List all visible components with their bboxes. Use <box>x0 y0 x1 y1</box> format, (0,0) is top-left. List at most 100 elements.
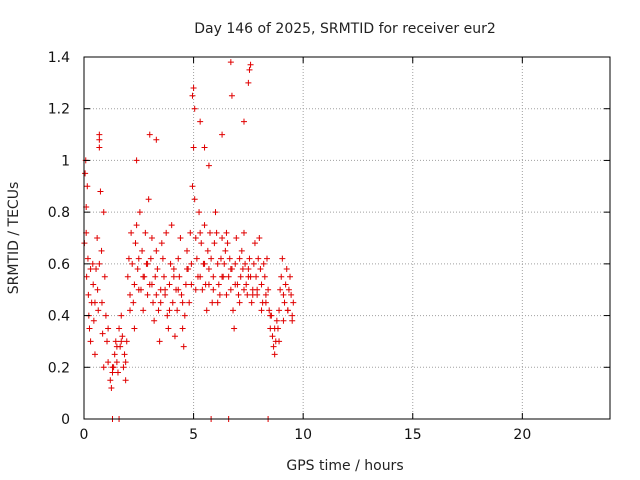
data-point <box>277 286 284 293</box>
data-point <box>254 286 261 293</box>
data-point <box>257 266 264 273</box>
data-point <box>178 291 185 298</box>
data-point <box>164 312 171 319</box>
data-point <box>248 299 255 306</box>
data-point <box>245 79 252 86</box>
data-point <box>108 384 115 391</box>
x-axis-label: GPS time / hours <box>286 458 403 474</box>
data-point <box>280 291 287 298</box>
data-point <box>98 247 105 254</box>
data-point <box>131 281 138 288</box>
data-point <box>136 209 143 216</box>
data-point <box>189 92 196 99</box>
data-point <box>151 317 158 324</box>
data-point <box>155 307 162 314</box>
data-point <box>184 247 191 254</box>
data-point <box>207 229 214 236</box>
data-point <box>223 291 230 298</box>
data-point <box>140 273 147 280</box>
data-point <box>123 338 130 345</box>
data-point <box>135 255 142 262</box>
data-point <box>91 351 98 358</box>
data-point <box>278 273 285 280</box>
data-point <box>214 299 221 306</box>
data-point <box>85 291 92 298</box>
data-point <box>251 240 258 247</box>
data-point <box>287 273 294 280</box>
data-point <box>113 343 120 350</box>
data-point <box>201 260 208 267</box>
data-point <box>262 291 269 298</box>
data-point <box>208 255 215 262</box>
data-point <box>171 333 178 340</box>
data-point <box>282 281 289 288</box>
data-point <box>290 299 297 306</box>
data-point <box>193 255 200 262</box>
data-point <box>210 286 217 293</box>
data-point <box>212 209 219 216</box>
data-point <box>250 260 257 267</box>
data-point <box>221 260 228 267</box>
data-point <box>179 299 186 306</box>
data-point <box>230 307 237 314</box>
data-point <box>197 229 204 236</box>
data-point <box>201 222 208 229</box>
y-tick-label: 0 <box>61 412 70 428</box>
data-point <box>129 260 136 267</box>
data-point <box>112 338 119 345</box>
data-point <box>82 170 89 177</box>
data-point <box>189 183 196 190</box>
data-point <box>205 162 212 169</box>
data-point <box>100 364 107 371</box>
data-point <box>187 229 194 236</box>
x-tick-label: 15 <box>404 427 422 443</box>
data-point <box>144 291 151 298</box>
data-point <box>131 325 138 332</box>
data-point <box>116 325 123 332</box>
data-point <box>100 209 107 216</box>
data-point <box>139 247 146 254</box>
data-point <box>120 364 127 371</box>
data-point <box>147 255 154 262</box>
data-point <box>167 260 174 267</box>
data-point <box>273 317 280 324</box>
y-tick-label: 1.4 <box>48 50 70 66</box>
data-point <box>235 291 242 298</box>
data-point <box>280 317 287 324</box>
data-point <box>174 307 181 314</box>
data-point <box>264 255 271 262</box>
data-point <box>188 281 195 288</box>
data-point <box>109 364 116 371</box>
data-point <box>210 273 217 280</box>
data-point <box>127 291 134 298</box>
data-point <box>190 85 197 92</box>
data-point <box>276 338 283 345</box>
data-point <box>130 299 137 306</box>
data-point <box>145 196 152 203</box>
data-point <box>253 273 260 280</box>
data-point <box>166 281 173 288</box>
data-point <box>242 260 249 267</box>
data-point <box>197 118 204 125</box>
data-point <box>192 286 199 293</box>
data-point <box>284 307 291 314</box>
data-point <box>153 247 160 254</box>
y-axis-label: SRMTID / TECUs <box>6 182 22 295</box>
data-point <box>227 59 234 66</box>
data-point <box>288 291 295 298</box>
data-point <box>201 144 208 151</box>
data-point <box>182 281 189 288</box>
data-point <box>236 255 243 262</box>
data-point <box>184 266 191 273</box>
data-point <box>289 317 296 324</box>
data-point <box>245 266 252 273</box>
data-point <box>228 92 235 99</box>
data-point <box>150 299 157 306</box>
data-point <box>148 281 155 288</box>
data-point <box>107 377 114 384</box>
data-point <box>209 299 216 306</box>
data-point <box>197 273 204 280</box>
data-point <box>243 281 250 288</box>
data-point <box>166 307 173 314</box>
data-point <box>154 266 161 273</box>
